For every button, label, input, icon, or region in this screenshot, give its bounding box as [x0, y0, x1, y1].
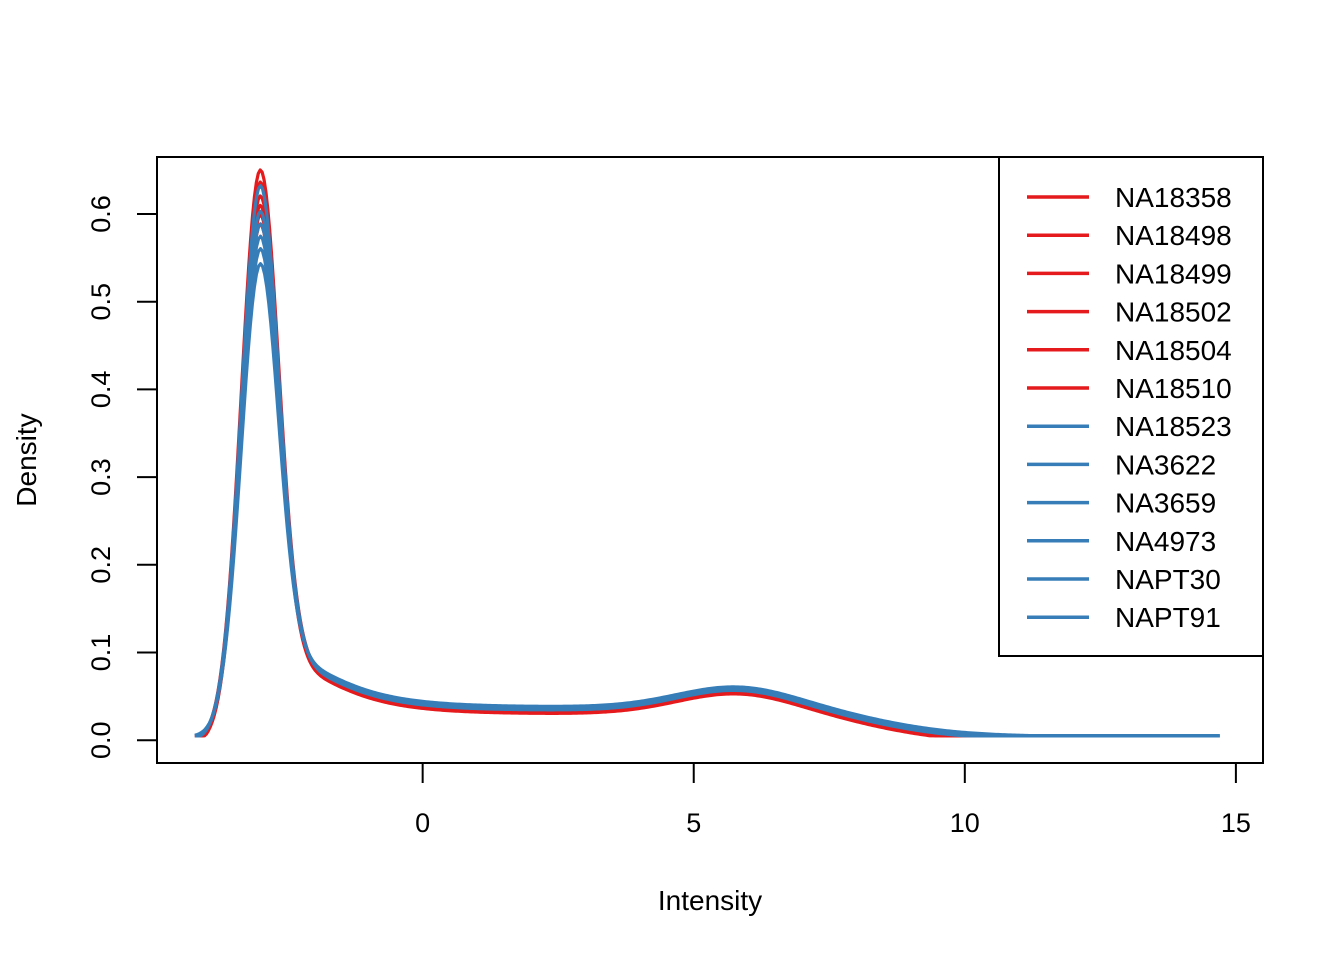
- x-axis: 0 5 10 15: [415, 762, 1251, 838]
- y-tick-label: 0.5: [86, 283, 116, 321]
- y-tick-label: 0.2: [86, 546, 116, 584]
- legend-label: NA18510: [1115, 373, 1232, 404]
- legend-box: [998, 156, 1264, 657]
- legend-label: NAPT91: [1115, 602, 1221, 633]
- legend-label: NA18523: [1115, 411, 1232, 442]
- legend-label: NA18504: [1115, 335, 1232, 366]
- legend-label: NA3659: [1115, 488, 1216, 519]
- legend-label: NA3622: [1115, 449, 1216, 480]
- legend-label: NA18498: [1115, 220, 1232, 251]
- series-line-napt91: [194, 262, 1220, 738]
- y-tick-label: 0.1: [86, 634, 116, 672]
- x-axis-title: Intensity: [658, 885, 762, 916]
- legend: NA18358 NA18498 NA18499 NA18502 NA18504 NA185…: [998, 156, 1264, 657]
- x-tick-label: 15: [1221, 808, 1251, 838]
- y-tick-label: 0.0: [86, 721, 116, 759]
- y-axis: 0.0 0.1 0.2 0.3 0.4 0.5 0.6: [86, 195, 158, 759]
- x-tick-label: 10: [950, 808, 980, 838]
- series-curves: [194, 168, 1220, 738]
- legend-label: NAPT30: [1115, 564, 1221, 595]
- y-tick-label: 0.3: [86, 458, 116, 496]
- legend-label: NA18358: [1115, 182, 1232, 213]
- y-tick-label: 0.4: [86, 371, 116, 409]
- y-axis-title: Density: [11, 413, 42, 506]
- x-tick-label: 0: [415, 808, 430, 838]
- y-tick-label: 0.6: [86, 195, 116, 233]
- legend-label: NA18502: [1115, 297, 1232, 328]
- legend-label: NA4973: [1115, 526, 1216, 557]
- legend-label: NA18499: [1115, 258, 1232, 289]
- x-tick-label: 5: [686, 808, 701, 838]
